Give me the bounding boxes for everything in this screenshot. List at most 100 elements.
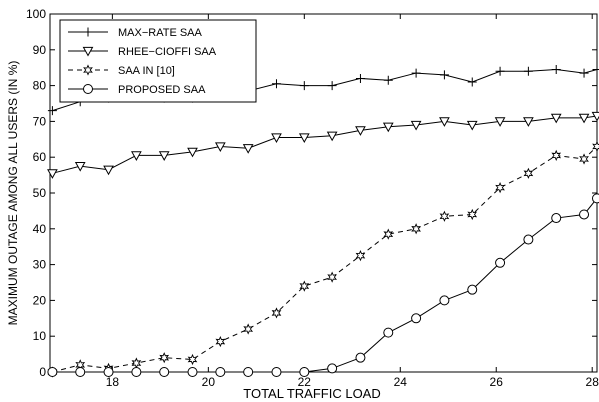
data-point — [439, 295, 450, 306]
data-point — [411, 223, 421, 235]
data-point — [579, 153, 589, 165]
data-point — [327, 271, 337, 283]
data-point — [523, 234, 534, 245]
data-point — [159, 352, 170, 364]
data-point — [83, 64, 93, 76]
y-axis-label: MAXIMUM OUTAGE AMONG ALL USERS (IN %) — [6, 61, 20, 326]
data-point — [579, 209, 590, 220]
y-tick-label: 80 — [33, 79, 47, 93]
data-point — [187, 353, 198, 366]
data-point — [467, 77, 477, 87]
legend-item: MAX−RATE SAA — [68, 27, 203, 39]
data-point — [551, 213, 562, 224]
axes: 0 10 20 30 40 50 60 70 80 90 100 18 20 22 24 26 28 — [26, 7, 599, 389]
data-point — [271, 79, 281, 89]
data-point — [523, 117, 534, 127]
data-point — [523, 167, 534, 179]
x-tick-label: 28 — [586, 375, 599, 389]
data-point — [383, 75, 393, 85]
series-line — [52, 198, 598, 373]
data-point — [75, 367, 86, 377]
data-point — [495, 257, 506, 268]
data-point — [410, 120, 422, 131]
series-line — [52, 115, 598, 174]
data-point — [159, 367, 170, 377]
data-point — [355, 126, 366, 136]
x-tick-label: 18 — [106, 375, 120, 389]
series-star — [47, 140, 599, 378]
data-point — [271, 133, 282, 144]
data-point — [242, 144, 254, 154]
legend-label: SAA IN [10] — [118, 65, 175, 77]
series-group — [47, 64, 599, 378]
data-point — [355, 73, 365, 83]
data-point — [47, 367, 58, 377]
series-line — [52, 146, 598, 373]
data-point — [495, 66, 505, 76]
data-point — [327, 81, 337, 91]
data-point — [131, 357, 142, 369]
data-point — [215, 367, 226, 377]
data-point — [243, 367, 254, 377]
data-point — [214, 142, 226, 152]
y-tick-label: 70 — [33, 114, 47, 128]
legend-label: RHEE−CIOFFI SAA — [118, 46, 217, 58]
data-point — [83, 27, 93, 37]
series-circle — [47, 193, 599, 377]
data-point — [326, 131, 338, 142]
y-tick-label: 30 — [33, 258, 47, 272]
data-point — [551, 149, 562, 162]
data-point — [74, 162, 86, 172]
data-point — [355, 352, 366, 363]
data-point — [591, 111, 599, 122]
data-point — [439, 117, 450, 127]
data-point — [131, 367, 142, 377]
y-tick-label: 20 — [33, 293, 47, 307]
data-point — [187, 147, 198, 158]
data-point — [47, 169, 58, 179]
legend-item: SAA IN [10] — [68, 64, 175, 77]
data-point — [158, 151, 170, 161]
y-tick-label: 100 — [26, 7, 46, 21]
legend-item: PROPOSED SAA — [68, 84, 206, 96]
y-tick-label: 60 — [33, 150, 47, 164]
legend-label: PROPOSED SAA — [118, 84, 206, 96]
data-point — [215, 335, 226, 348]
data-point — [271, 367, 282, 377]
data-point — [131, 151, 142, 161]
data-point — [592, 193, 599, 204]
data-point — [466, 120, 478, 131]
legend-label: MAX−RATE SAA — [118, 27, 203, 39]
data-point — [578, 113, 590, 124]
legend-item: RHEE−CIOFFI SAA — [68, 46, 217, 58]
data-point — [439, 70, 449, 80]
data-point — [299, 280, 310, 292]
y-tick-label: 0 — [39, 365, 46, 379]
x-axis-label: TOTAL TRAFFIC LOAD — [243, 386, 380, 401]
data-point — [383, 228, 394, 240]
data-point — [467, 208, 478, 221]
data-point — [523, 66, 533, 76]
x-tick-label: 24 — [394, 375, 408, 389]
data-point — [411, 68, 421, 78]
data-point — [592, 64, 599, 74]
data-point — [411, 313, 422, 324]
data-point — [299, 367, 310, 377]
data-point — [550, 113, 562, 124]
y-tick-label: 10 — [33, 329, 47, 343]
data-point — [298, 133, 310, 144]
data-point — [243, 323, 254, 335]
data-point — [327, 363, 338, 374]
y-tick-label: 40 — [33, 222, 47, 236]
y-tick-label: 90 — [33, 43, 47, 57]
data-point — [47, 106, 57, 116]
data-point — [467, 284, 478, 295]
data-point — [551, 64, 561, 74]
series-triangle-down — [47, 111, 599, 179]
data-point — [439, 210, 450, 222]
data-point — [103, 367, 114, 377]
data-point — [495, 182, 505, 194]
data-point — [299, 81, 309, 91]
data-point — [382, 122, 394, 133]
data-point — [103, 165, 114, 176]
